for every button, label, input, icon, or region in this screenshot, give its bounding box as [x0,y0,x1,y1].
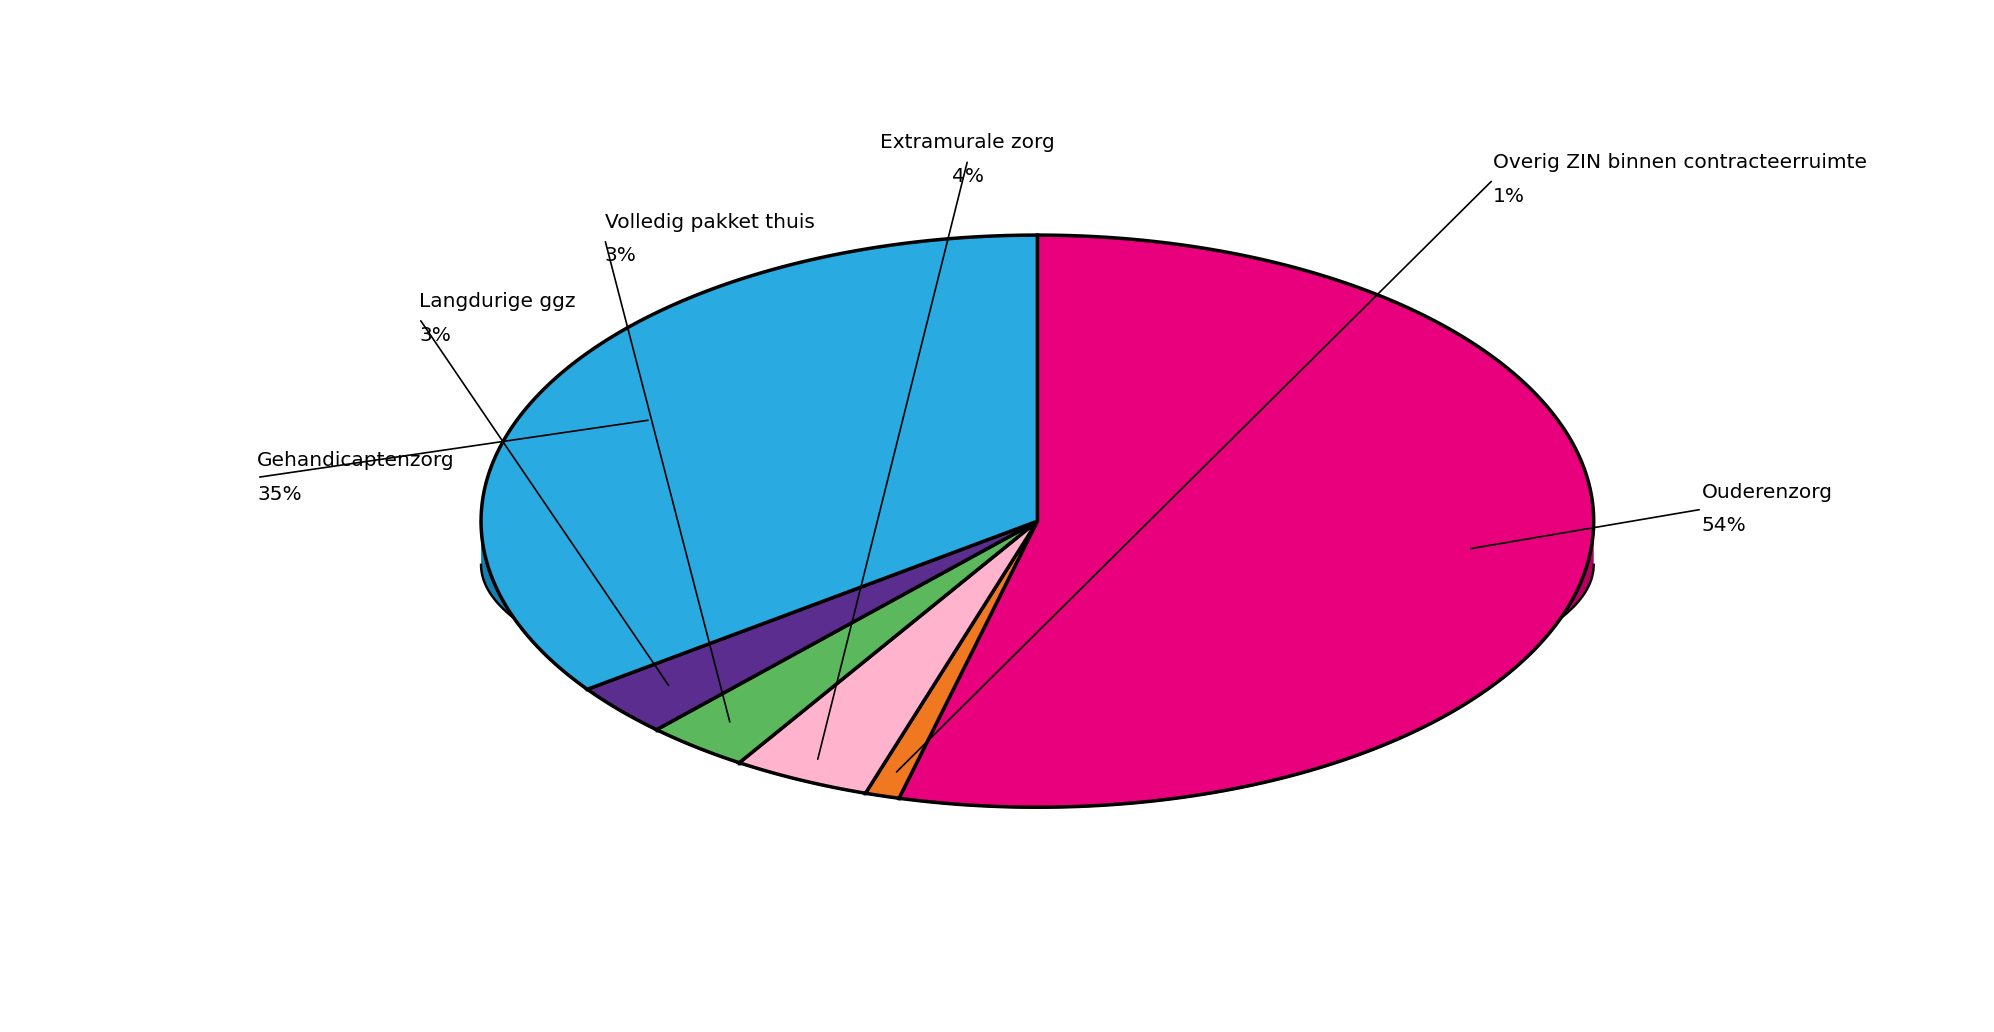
Text: Overig ZIN binnen contracteerruimte: Overig ZIN binnen contracteerruimte [1494,154,1866,172]
Text: 54%: 54% [1703,516,1747,536]
Polygon shape [899,521,1593,807]
Polygon shape [865,714,899,798]
Text: Langdurige ggz: Langdurige ggz [419,292,576,312]
Polygon shape [656,521,1037,763]
Text: Gehandicaptenzorg: Gehandicaptenzorg [257,451,455,471]
Text: Volledig pakket thuis: Volledig pakket thuis [604,213,816,232]
Text: 1%: 1% [1494,187,1525,205]
Polygon shape [588,521,1037,730]
Text: 4%: 4% [951,167,983,186]
Text: 3%: 3% [419,326,451,345]
Polygon shape [865,521,1037,798]
Polygon shape [656,679,740,763]
Polygon shape [899,235,1593,807]
Polygon shape [740,521,1037,794]
Text: 3%: 3% [604,247,636,265]
Text: 35%: 35% [257,485,301,504]
Text: Extramurale zorg: Extramurale zorg [881,133,1055,153]
Polygon shape [481,235,1037,689]
Polygon shape [740,698,865,794]
Text: Ouderenzorg: Ouderenzorg [1703,483,1832,503]
Polygon shape [481,521,588,689]
Polygon shape [588,657,656,730]
